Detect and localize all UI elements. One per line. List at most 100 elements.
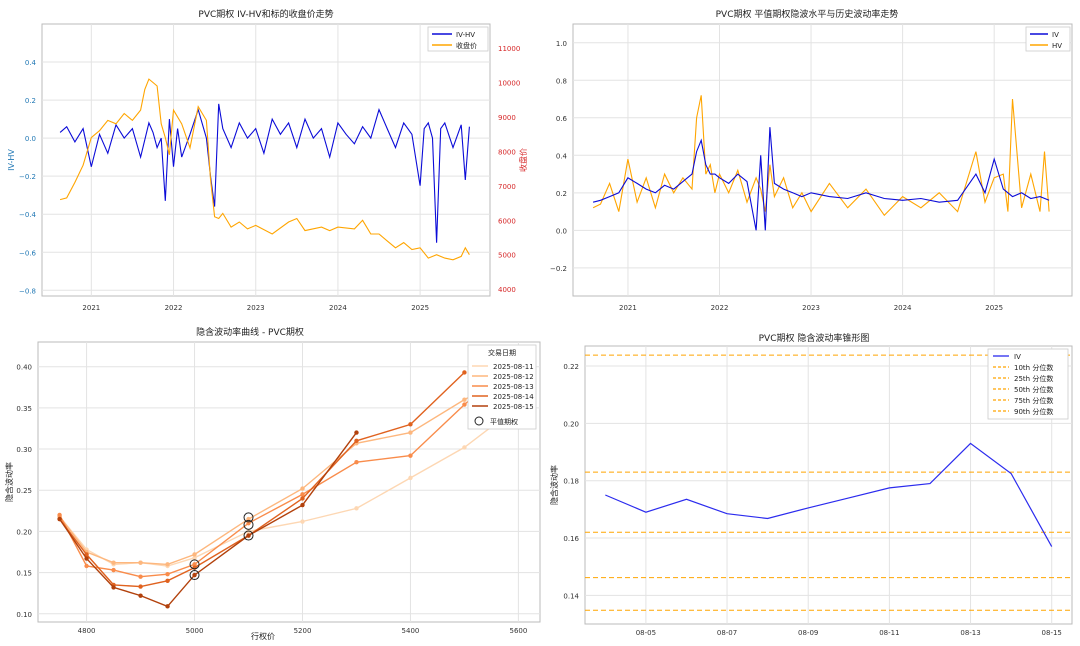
legend-hv: HV xyxy=(1052,42,1062,50)
series-point xyxy=(300,502,305,508)
y-axis-ticks: 0.40 0.35 0.30 0.25 0.20 0.15 0.10 xyxy=(16,364,32,619)
series-point xyxy=(165,572,170,577)
series-point xyxy=(354,430,359,435)
series-line xyxy=(59,370,519,566)
series-point xyxy=(462,445,467,450)
atm-marker xyxy=(243,530,254,541)
chart-title: PVC期权 平值期权隐波水平与历史波动率走势 xyxy=(716,8,899,20)
x-tick-label: 2023 xyxy=(802,304,820,312)
plot-frame xyxy=(572,23,1073,297)
series-point xyxy=(462,402,467,407)
quantile-lines xyxy=(585,354,1072,611)
grid xyxy=(573,24,1072,296)
y2-tick-label: 8000 xyxy=(498,148,516,156)
series-lines xyxy=(59,78,470,261)
series-point xyxy=(408,453,413,458)
series-lines xyxy=(605,442,1053,547)
series-line xyxy=(59,78,470,261)
y2-tick-label: 11000 xyxy=(498,45,520,53)
x-tick-label: 2022 xyxy=(165,304,183,312)
x-tick-label: 08-15 xyxy=(1042,629,1062,637)
series-point xyxy=(138,593,143,598)
y-tick-label: 0.30 xyxy=(16,446,32,454)
series-line xyxy=(605,442,1053,547)
series-point xyxy=(300,492,305,497)
x-tick-label: 5600 xyxy=(509,627,527,635)
x-axis-label: 行权价 xyxy=(251,631,275,641)
series-point xyxy=(138,574,143,579)
y-tick-label: 0.4 xyxy=(556,152,568,160)
y-axis-label: 隐含波动率 xyxy=(549,465,559,505)
series-point xyxy=(111,560,116,565)
y-tick-label: 1.0 xyxy=(556,40,567,48)
series-line xyxy=(59,103,470,243)
y-axis-ticks: 0.4 0.2 0.0 −0.2 −0.4 −0.6 −0.8 xyxy=(19,59,37,295)
series-point xyxy=(192,562,197,567)
series-point xyxy=(408,430,413,435)
y-axis-ticks: 0.22 0.20 0.18 0.16 0.14 xyxy=(563,363,579,600)
series-point xyxy=(57,516,62,522)
y-tick-label: 0.18 xyxy=(563,478,579,486)
series-line xyxy=(592,95,1050,217)
atm-marker xyxy=(189,570,200,581)
legend-label: 2025-08-13 xyxy=(493,383,534,391)
series-point xyxy=(165,604,170,609)
legend-iv: IV xyxy=(1052,31,1059,39)
x-axis-ticks: 08-05 08-07 08-09 08-11 08-13 08-15 xyxy=(636,629,1062,637)
y-tick-label: 0.6 xyxy=(556,115,568,123)
y-tick-label: 0.15 xyxy=(16,570,32,578)
plot-frame xyxy=(584,345,1073,625)
y-tick-label: 0.4 xyxy=(25,59,37,67)
series-point xyxy=(408,475,413,481)
x-tick-label: 2025 xyxy=(411,304,429,312)
x-tick-label: 08-05 xyxy=(636,629,656,637)
x-tick-label: 5000 xyxy=(186,627,204,635)
ivhv-close-panel: PVC期权 IV-HV和标的收盘价走势 0.4 0.2 0.0 −0.2 −0.4 −0.… xyxy=(7,8,528,312)
series-point xyxy=(354,506,359,511)
iv-hv-panel: PVC期权 平值期权隐波水平与历史波动率走势 1.0 0.8 0.6 0.4 0.2 0.… xyxy=(550,8,1073,312)
y-tick-label: 0.14 xyxy=(563,592,579,600)
x-tick-label: 2025 xyxy=(985,304,1003,312)
y2-axis-ticks: 11000 10000 9000 8000 7000 6000 5000 4000 xyxy=(498,45,520,294)
iv-cone-panel: PVC期权 隐含波动率锥形图 0.22 0.20 0.18 0.16 0.14 08-0… xyxy=(549,332,1073,637)
chart-title: PVC期权 IV-HV和标的收盘价走势 xyxy=(198,8,333,20)
x-tick-label: 08-13 xyxy=(960,629,980,637)
y-tick-label: −0.8 xyxy=(19,287,36,295)
legend-label: 50th 分位数 xyxy=(1014,385,1053,394)
series-point xyxy=(246,533,251,538)
grid xyxy=(42,24,490,296)
series-point xyxy=(300,486,305,491)
legend: 交易日期 2025-08-11 2025-08-12 2025-08-13 2025-… xyxy=(467,344,537,430)
y-tick-label: 0.10 xyxy=(16,611,32,619)
legend-label: IV xyxy=(1014,353,1021,361)
x-tick-label: 2021 xyxy=(619,304,637,312)
y2-tick-label: 6000 xyxy=(498,217,516,225)
x-tick-label: 08-09 xyxy=(798,629,818,637)
legend-label: 2025-08-15 xyxy=(493,403,534,411)
legend: IV-HV 收盘价 xyxy=(427,26,489,52)
legend: IV HV xyxy=(1025,26,1071,52)
legend-label: 10th 分位数 xyxy=(1014,363,1053,372)
y-tick-label: 0.22 xyxy=(563,363,579,371)
y-tick-label: 0.25 xyxy=(16,487,32,495)
atm-markers xyxy=(189,512,254,581)
iv-smile-panel: 隐含波动率曲线 - PVC期权 0.40 0.35 0.30 0.25 0.20 0.15… xyxy=(4,326,541,641)
y-tick-label: 0.2 xyxy=(25,97,36,105)
series-line xyxy=(59,371,465,588)
x-tick-label: 4800 xyxy=(78,627,96,635)
series-point xyxy=(111,585,116,590)
legend-label: 25th 分位数 xyxy=(1014,374,1053,383)
y-tick-label: 0.20 xyxy=(16,528,32,536)
y-tick-label: −0.6 xyxy=(19,249,37,257)
series-point xyxy=(192,552,197,557)
x-tick-label: 2024 xyxy=(894,304,912,312)
plot-frame xyxy=(37,341,541,623)
y2-axis-label: 收盘价 xyxy=(518,148,528,172)
y-axis-ticks: 1.0 0.8 0.6 0.4 0.2 0.0 −0.2 xyxy=(550,40,568,273)
series-point xyxy=(165,562,170,567)
y2-tick-label: 9000 xyxy=(498,114,516,122)
legend-label: 2025-08-12 xyxy=(493,373,534,381)
series-lines xyxy=(592,95,1050,231)
legend-title: 交易日期 xyxy=(488,348,516,357)
